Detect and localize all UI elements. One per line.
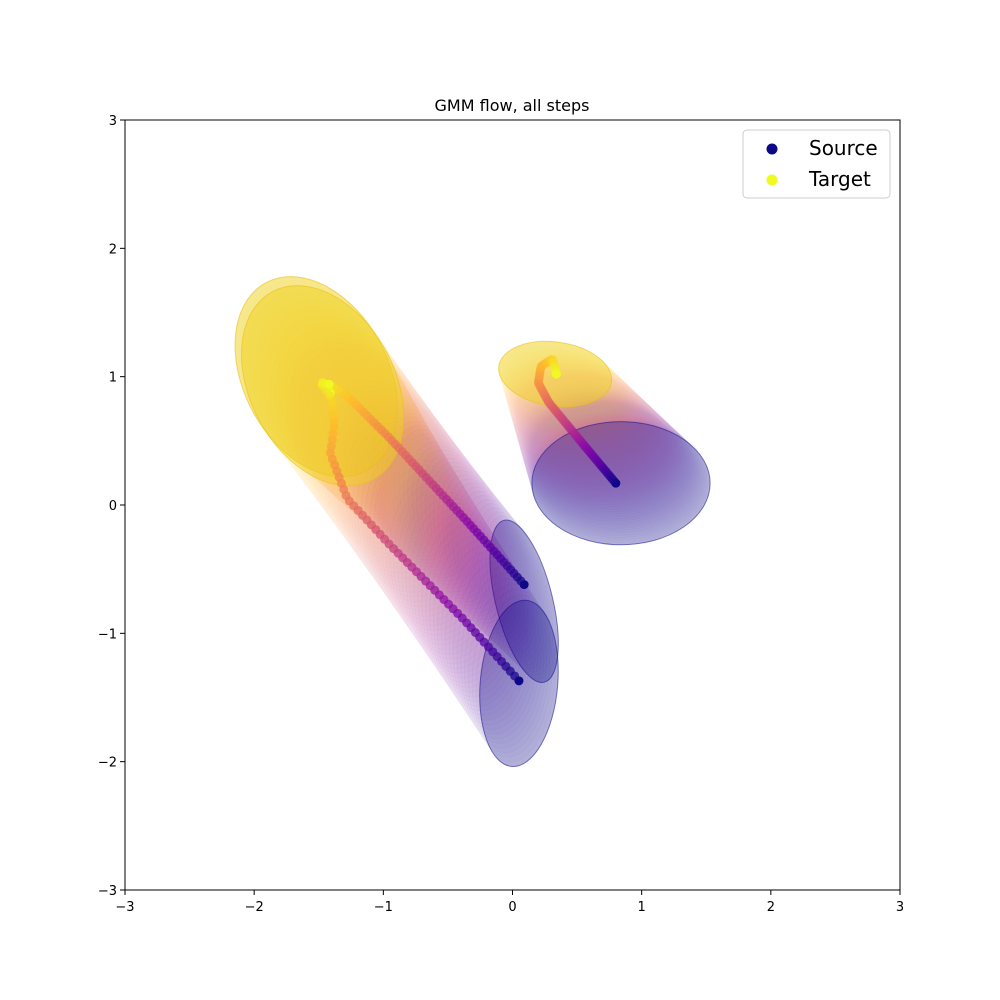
y-tick-label: −1 [98, 627, 117, 642]
trajectory-point [551, 369, 561, 379]
x-tick-label: 3 [896, 900, 904, 915]
x-axis: −3 −2 −1 0 1 2 3 [115, 890, 904, 915]
trajectory-point-layer [317, 355, 621, 686]
legend-label-source: Source [809, 136, 878, 160]
x-tick-label: 2 [767, 900, 775, 915]
x-tick-label: 0 [508, 900, 516, 915]
trajectory-point [328, 409, 338, 419]
y-tick-label: −3 [98, 884, 117, 899]
legend: Source Target [742, 129, 891, 199]
y-axis: −3 −2 −1 0 1 2 3 [98, 114, 125, 899]
trajectory-point [329, 422, 339, 432]
x-tick-label: −2 [245, 900, 264, 915]
source-ellipse [531, 421, 711, 546]
legend-label-target: Target [808, 167, 871, 191]
y-tick-label: −2 [98, 756, 117, 771]
legend-marker-source [766, 143, 778, 155]
y-tick-label: 3 [109, 114, 117, 129]
trajectory-point [328, 403, 338, 413]
plot-area-background [125, 120, 900, 890]
legend-marker-target [766, 174, 778, 186]
chart-title: GMM flow, all steps [435, 96, 590, 115]
trajectory-point [324, 379, 334, 389]
x-tick-label: −1 [374, 900, 393, 915]
trajectory-point [329, 416, 339, 426]
x-tick-label: −3 [115, 900, 134, 915]
y-tick-label: 1 [109, 371, 117, 386]
legend-box [742, 129, 891, 199]
y-tick-label: 2 [109, 242, 117, 257]
y-tick-label: 0 [109, 499, 117, 514]
x-tick-label: 1 [638, 900, 646, 915]
